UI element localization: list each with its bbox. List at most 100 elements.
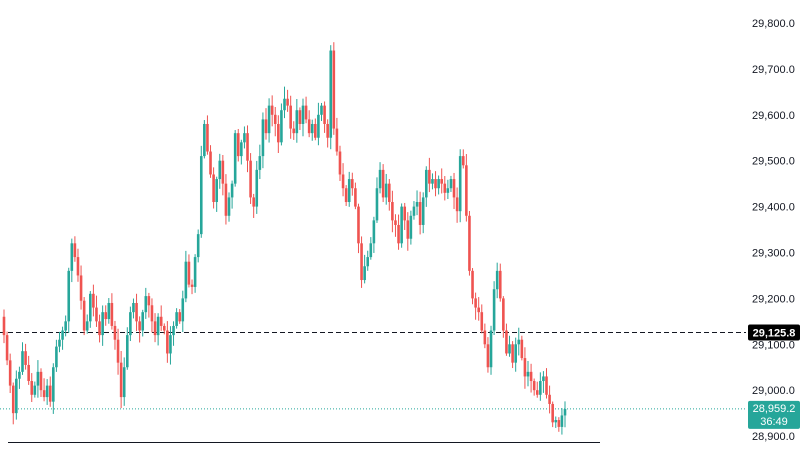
candle-down[interactable]	[418, 202, 422, 225]
candle-up[interactable]	[375, 188, 379, 221]
candle-down[interactable]	[332, 50, 336, 129]
candle-up[interactable]	[542, 376, 545, 382]
candle-down[interactable]	[150, 305, 154, 322]
candle-up[interactable]	[412, 206, 416, 216]
candle-up[interactable]	[563, 409, 567, 416]
candle-down[interactable]	[48, 385, 52, 402]
candle-up[interactable]	[144, 296, 148, 313]
candle-up[interactable]	[132, 302, 135, 313]
candle-down[interactable]	[187, 261, 191, 285]
candle-up[interactable]	[424, 169, 428, 198]
candle-down[interactable]	[5, 335, 9, 361]
candle-up[interactable]	[70, 243, 74, 271]
candle-down[interactable]	[314, 123, 317, 138]
candle-up[interactable]	[230, 183, 234, 198]
candle-up[interactable]	[366, 257, 370, 267]
candle-down[interactable]	[532, 381, 536, 391]
candle-down[interactable]	[523, 358, 527, 377]
candle-up[interactable]	[196, 234, 200, 258]
candle-down[interactable]	[138, 321, 141, 331]
candle-down[interactable]	[381, 169, 385, 198]
candle-down[interactable]	[39, 371, 43, 391]
candle-up[interactable]	[258, 156, 262, 170]
candle-down[interactable]	[474, 298, 477, 308]
candle-up[interactable]	[415, 202, 419, 207]
candle-down[interactable]	[468, 215, 471, 271]
candle-down[interactable]	[548, 394, 551, 404]
candle-down[interactable]	[535, 390, 539, 395]
candle-down[interactable]	[529, 371, 533, 382]
candle-up[interactable]	[215, 179, 218, 203]
candle-down[interactable]	[292, 128, 296, 134]
candle-down[interactable]	[357, 206, 360, 244]
candle-up[interactable]	[227, 197, 231, 216]
candle-down[interactable]	[360, 243, 363, 281]
candle-down[interactable]	[277, 123, 280, 143]
candle-down[interactable]	[270, 105, 274, 115]
candle-up[interactable]	[193, 257, 197, 287]
candle-up[interactable]	[421, 197, 425, 225]
candle-up[interactable]	[369, 243, 373, 258]
candle-up[interactable]	[431, 179, 434, 184]
candle-down[interactable]	[465, 165, 468, 216]
candle-up[interactable]	[539, 381, 542, 395]
candle-down[interactable]	[264, 119, 268, 134]
candle-down[interactable]	[394, 220, 397, 225]
candle-up[interactable]	[67, 270, 71, 322]
candle-down[interactable]	[557, 420, 561, 427]
candle-down[interactable]	[455, 197, 459, 212]
candle-down[interactable]	[221, 160, 225, 184]
candle-up[interactable]	[156, 316, 160, 336]
candle-up[interactable]	[489, 330, 493, 368]
candle-up[interactable]	[437, 179, 440, 189]
candle-up[interactable]	[449, 179, 453, 189]
candle-up[interactable]	[514, 344, 517, 363]
candle-up[interactable]	[181, 298, 185, 322]
candle-down[interactable]	[206, 123, 209, 152]
candle-down[interactable]	[76, 257, 80, 276]
candle-down[interactable]	[477, 307, 480, 313]
candle-down[interactable]	[461, 156, 465, 166]
candle-up[interactable]	[526, 371, 530, 377]
candle-up[interactable]	[400, 206, 403, 244]
candle-down[interactable]	[498, 270, 502, 299]
candle-down[interactable]	[95, 307, 98, 322]
candle-up[interactable]	[409, 215, 413, 239]
candle-up[interactable]	[508, 344, 511, 354]
price-axis[interactable]: 29,800.0 29,700.0 29,600.0 29,500.0 29,400.0…	[752, 18, 795, 443]
candle-down[interactable]	[351, 179, 354, 189]
candle-down[interactable]	[104, 312, 108, 320]
candle-down[interactable]	[153, 321, 157, 336]
candle-up[interactable]	[243, 133, 246, 143]
candle-up[interactable]	[203, 123, 206, 157]
candle-up[interactable]	[58, 339, 61, 347]
candle-down[interactable]	[471, 270, 474, 299]
candle-down[interactable]	[92, 293, 95, 308]
candle-up[interactable]	[378, 169, 382, 189]
candle-up[interactable]	[310, 123, 314, 134]
candle-down[interactable]	[79, 275, 83, 301]
candle-down[interactable]	[178, 312, 181, 322]
candle-up[interactable]	[33, 385, 37, 395]
candle-down[interactable]	[224, 183, 228, 216]
marked-price-tag[interactable]: 29,125.8	[748, 324, 800, 341]
candle-up[interactable]	[89, 293, 92, 322]
candle-up[interactable]	[320, 105, 323, 115]
candle-down[interactable]	[286, 98, 289, 106]
candle-down[interactable]	[304, 105, 308, 120]
candle-up[interactable]	[101, 312, 104, 336]
candle-down[interactable]	[406, 220, 410, 239]
candle-down[interactable]	[341, 174, 345, 189]
candle-down[interactable]	[440, 179, 444, 184]
candle-down[interactable]	[246, 133, 249, 161]
candle-down[interactable]	[30, 381, 34, 395]
candle-up[interactable]	[169, 335, 172, 354]
candle-down[interactable]	[252, 197, 255, 207]
candle-up[interactable]	[329, 50, 333, 138]
candle-up[interactable]	[255, 169, 259, 207]
candle-down[interactable]	[159, 316, 163, 326]
candle-up[interactable]	[492, 289, 496, 331]
candle-down[interactable]	[73, 243, 77, 258]
candle-up[interactable]	[21, 351, 24, 372]
candle-down[interactable]	[323, 105, 326, 124]
